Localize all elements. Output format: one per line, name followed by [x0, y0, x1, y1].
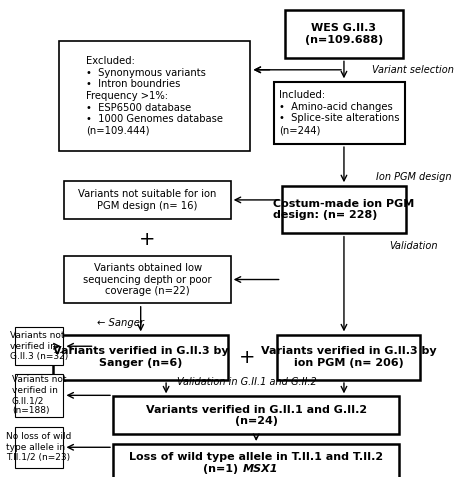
FancyBboxPatch shape — [277, 335, 420, 380]
Text: Loss of wild type allele in T.II.1 and T.II.2: Loss of wild type allele in T.II.1 and T… — [129, 452, 383, 462]
Text: No loss of wild
type allele in
T.II.1/2 (n=23): No loss of wild type allele in T.II.1/2 … — [6, 433, 72, 462]
FancyBboxPatch shape — [64, 256, 231, 304]
Text: Variants not
verified in
G.II.3 (n=32): Variants not verified in G.II.3 (n=32) — [10, 331, 68, 361]
Text: +: + — [239, 348, 255, 367]
FancyBboxPatch shape — [59, 41, 250, 151]
FancyBboxPatch shape — [273, 82, 405, 144]
FancyBboxPatch shape — [15, 327, 64, 365]
FancyBboxPatch shape — [15, 374, 64, 417]
Text: Excluded:
•  Synonymous variants
•  Intron boundries
Frequency >1%:
•  ESP6500 d: Excluded: • Synonymous variants • Intron… — [86, 56, 223, 136]
FancyBboxPatch shape — [285, 10, 403, 58]
Text: Costum-made ion PGM
design: (n= 228): Costum-made ion PGM design: (n= 228) — [273, 199, 415, 220]
Text: Variants verified in G.II.3 by
Sanger (n=6): Variants verified in G.II.3 by Sanger (n… — [53, 347, 228, 368]
Text: (n=1): (n=1) — [203, 464, 242, 474]
Text: Included:
•  Amino-acid changes
•  Splice-site alterations
(n=244): Included: • Amino-acid changes • Splice-… — [279, 90, 400, 135]
Text: Variants verified in G.II.1 and G.II.2
(n=24): Variants verified in G.II.1 and G.II.2 (… — [146, 404, 367, 426]
Text: Validation in G.II.1 and G.II.2: Validation in G.II.1 and G.II.2 — [177, 377, 317, 387]
Text: Variant selection: Variant selection — [372, 65, 454, 75]
Text: Ion PGM design: Ion PGM design — [375, 172, 451, 182]
Text: ← Sanger: ← Sanger — [97, 318, 144, 328]
Text: Variants not suitable for ion
PGM design (n= 16): Variants not suitable for ion PGM design… — [78, 189, 217, 211]
FancyBboxPatch shape — [282, 185, 406, 233]
Text: Validation: Validation — [389, 241, 438, 251]
FancyBboxPatch shape — [64, 181, 231, 219]
FancyBboxPatch shape — [15, 427, 64, 467]
FancyBboxPatch shape — [53, 335, 228, 380]
Text: WES G.II.3
(n=109.688): WES G.II.3 (n=109.688) — [305, 23, 383, 45]
FancyBboxPatch shape — [113, 396, 400, 435]
Text: MSX1: MSX1 — [242, 464, 278, 474]
Text: Variants not
verified in
G.II.1/2
(n=188): Variants not verified in G.II.1/2 (n=188… — [12, 375, 66, 415]
Text: Variants obtained low
sequencing depth or poor
coverage (n=22): Variants obtained low sequencing depth o… — [83, 263, 212, 296]
Text: Variants verified in G.II.3 by
ion PGM (n= 206): Variants verified in G.II.3 by ion PGM (… — [261, 347, 437, 368]
Text: +: + — [139, 230, 156, 249]
FancyBboxPatch shape — [113, 444, 400, 478]
